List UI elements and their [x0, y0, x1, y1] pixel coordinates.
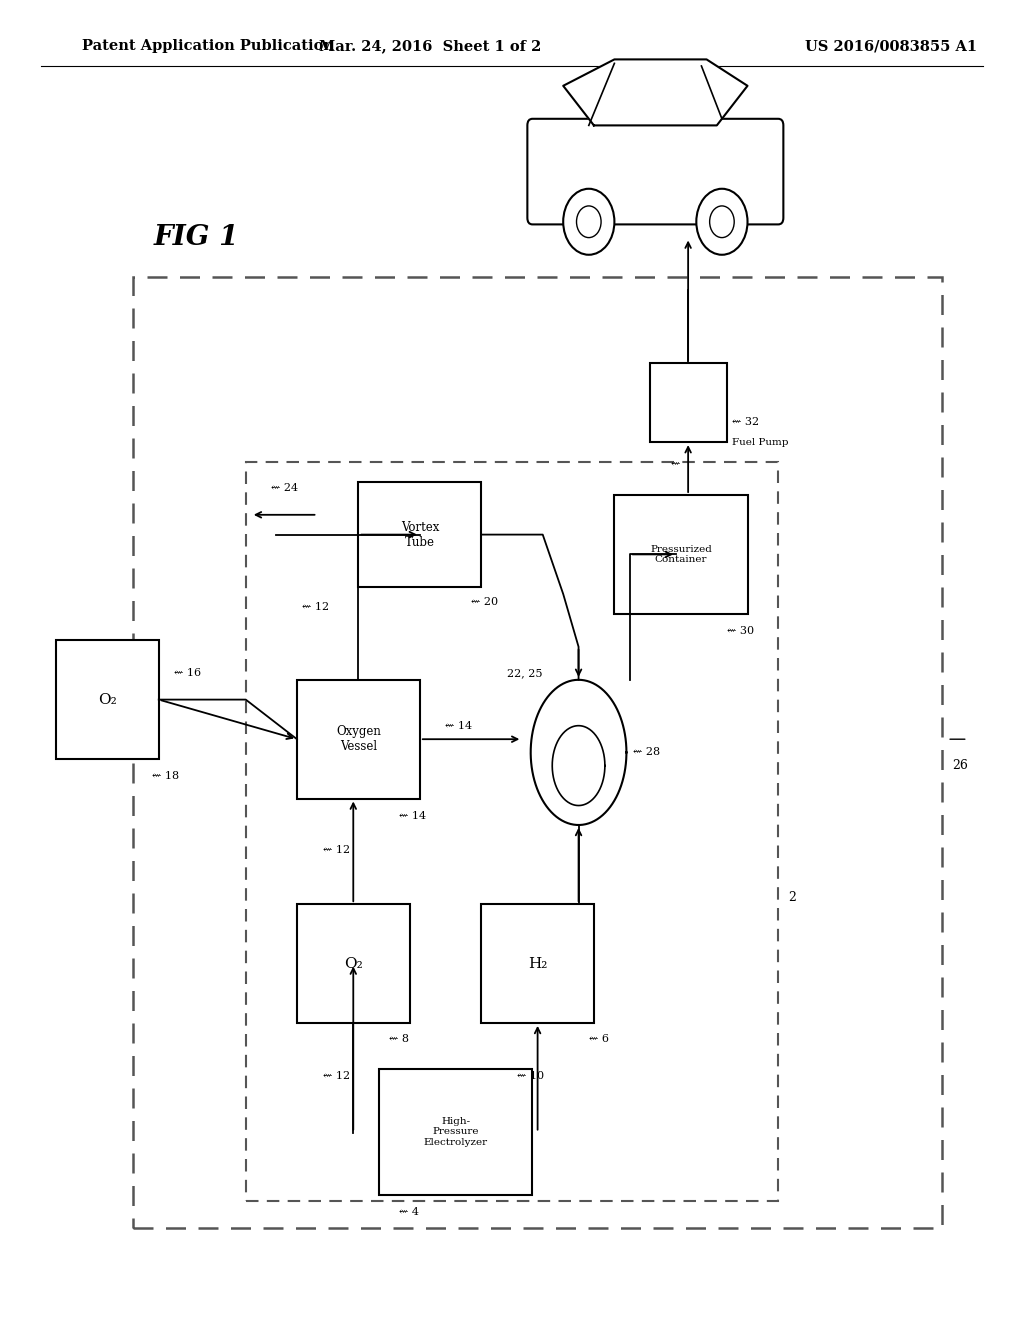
Text: ⇜ 14: ⇜ 14 [399, 810, 426, 821]
Text: High-
Pressure
Electrolyzer: High- Pressure Electrolyzer [424, 1117, 487, 1147]
Circle shape [563, 189, 614, 255]
Bar [133, 277, 942, 1228]
Bar [297, 680, 420, 799]
Text: ⇜ 8: ⇜ 8 [389, 1034, 410, 1044]
FancyBboxPatch shape [527, 119, 783, 224]
Text: ⇜ 12: ⇜ 12 [323, 1071, 349, 1081]
Text: ⇜ 12: ⇜ 12 [323, 845, 349, 855]
Text: O₂: O₂ [98, 693, 117, 706]
Polygon shape [563, 59, 748, 125]
Bar [246, 462, 778, 1201]
Text: FIG 1: FIG 1 [154, 224, 239, 251]
Bar [297, 904, 410, 1023]
Text: ⇜ 10: ⇜ 10 [517, 1071, 544, 1081]
Text: ⇜ 6: ⇜ 6 [589, 1034, 609, 1044]
Text: ⇜ 12: ⇜ 12 [302, 602, 329, 612]
Bar [379, 1069, 532, 1195]
Text: US 2016/0083855 A1: US 2016/0083855 A1 [805, 40, 977, 53]
Text: Patent Application Publication: Patent Application Publication [82, 40, 334, 53]
Text: Vortex
Tube: Vortex Tube [400, 520, 439, 549]
Text: ⇜ 14: ⇜ 14 [445, 721, 472, 731]
Text: ⇜ 24: ⇜ 24 [271, 483, 298, 494]
Text: 26: 26 [952, 759, 969, 772]
Text: ⇜ 16: ⇜ 16 [174, 668, 201, 678]
Text: ⇜: ⇜ [671, 459, 680, 470]
Circle shape [696, 189, 748, 255]
Text: Oxygen
Vessel: Oxygen Vessel [336, 725, 381, 754]
Text: ⇜ 18: ⇜ 18 [152, 771, 178, 781]
Circle shape [710, 206, 734, 238]
Text: O₂: O₂ [344, 957, 362, 970]
Bar [56, 640, 159, 759]
Bar [614, 495, 748, 614]
Text: H₂: H₂ [528, 957, 547, 970]
Circle shape [577, 206, 601, 238]
Bar [481, 904, 594, 1023]
Bar [358, 482, 481, 587]
Text: Mar. 24, 2016  Sheet 1 of 2: Mar. 24, 2016 Sheet 1 of 2 [318, 40, 542, 53]
Text: Fuel Pump: Fuel Pump [732, 438, 788, 446]
Text: ⇜ 32: ⇜ 32 [732, 417, 759, 428]
Text: Pressurized
Container: Pressurized Container [650, 545, 712, 564]
Text: 2: 2 [788, 891, 797, 904]
Text: ⇜ 4: ⇜ 4 [399, 1206, 420, 1217]
Text: ⇜ 20: ⇜ 20 [471, 597, 498, 607]
Text: 22, 25: 22, 25 [507, 668, 543, 678]
Bar [650, 363, 727, 442]
Text: ⇜ 30: ⇜ 30 [727, 626, 754, 636]
Text: ⇜ 28: ⇜ 28 [633, 747, 659, 758]
